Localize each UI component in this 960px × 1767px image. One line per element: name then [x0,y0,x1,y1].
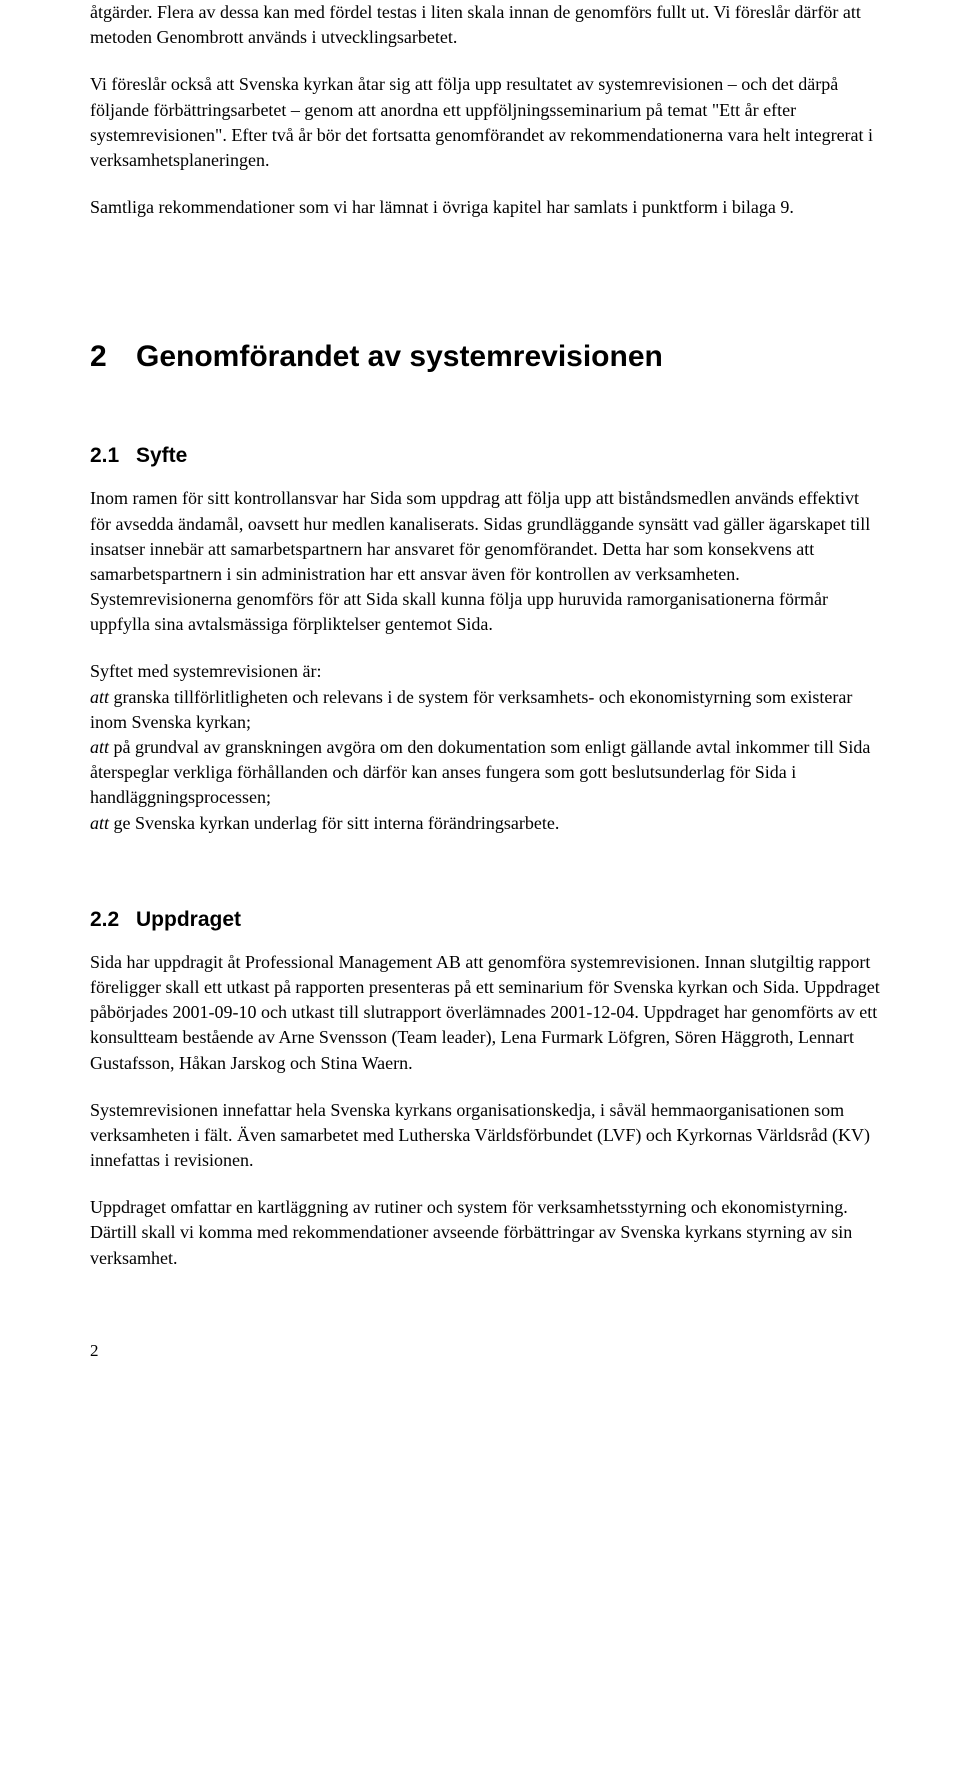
purpose-lead: Syftet med systemrevisionen är: [90,659,880,684]
section-2-2-paragraph-1: Sida har uppdragit åt Professional Manag… [90,950,880,1076]
section-2-1-heading: 2.1Syfte [90,444,880,468]
section-2-2-paragraph-3: Uppdraget omfattar en kartläggning av ru… [90,1195,880,1271]
section-number: 2.2 [90,908,136,932]
intro-paragraph-1: åtgärder. Flera av dessa kan med fördel … [90,0,880,50]
page-number: 2 [90,1341,880,1361]
section-number: 2.1 [90,444,136,468]
chapter-number: 2 [90,340,136,374]
intro-paragraph-3: Samtliga rekommendationer som vi har läm… [90,195,880,220]
purpose-text-3: ge Svenska kyrkan underlag för sitt inte… [109,813,559,833]
section-2-2-paragraph-2: Systemrevisionen innefattar hela Svenska… [90,1098,880,1174]
purpose-item-2: att på grundval av granskningen avgöra o… [90,735,880,811]
purpose-em-1: att [90,687,109,707]
purpose-item-3: att ge Svenska kyrkan underlag för sitt … [90,811,880,836]
section-title: Uppdraget [136,908,241,931]
section-title: Syfte [136,444,187,467]
section-2-1-paragraph-1: Inom ramen för sitt kontrollansvar har S… [90,486,880,637]
purpose-text-2: på grundval av granskningen avgöra om de… [90,737,870,807]
section-2-2-heading: 2.2Uppdraget [90,908,880,932]
chapter-heading: 2Genomförandet av systemrevisionen [90,340,880,374]
purpose-text-1: granska tillförlitligheten och relevans … [90,687,852,732]
purpose-em-2: att [90,737,109,757]
intro-paragraph-2: Vi föreslår också att Svenska kyrkan åta… [90,72,880,173]
purpose-em-3: att [90,813,109,833]
purpose-item-1: att granska tillförlitligheten och relev… [90,685,880,735]
chapter-title: Genomförandet av systemrevisionen [136,340,663,373]
